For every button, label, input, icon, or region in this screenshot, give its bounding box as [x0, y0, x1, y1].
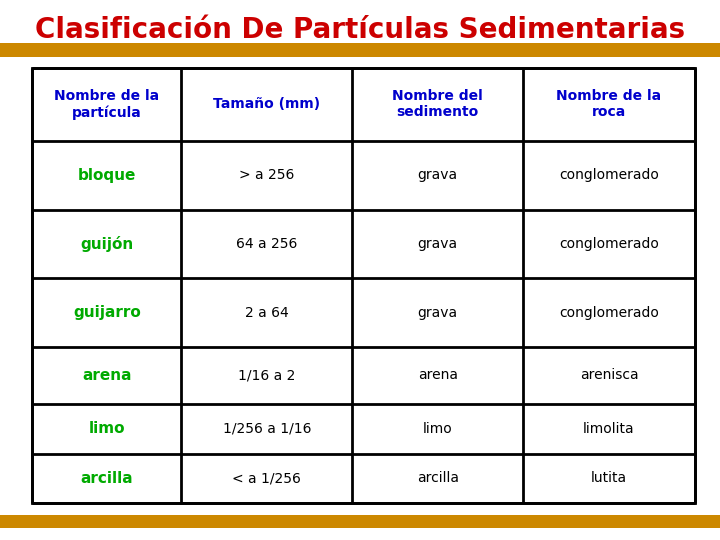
Text: 2 a 64: 2 a 64 [245, 306, 289, 320]
Bar [0, 43, 720, 57]
Text: 64 a 256: 64 a 256 [236, 237, 297, 251]
Text: limo: limo [423, 422, 453, 436]
Text: arenisca: arenisca [580, 368, 639, 382]
Text: Nombre de la
partícula: Nombre de la partícula [54, 89, 160, 119]
Text: grava: grava [418, 306, 458, 320]
Text: grava: grava [418, 168, 458, 183]
Bar [32, 68, 695, 503]
Text: Nombre de la
roca: Nombre de la roca [557, 89, 662, 119]
Text: limo: limo [89, 421, 125, 436]
Text: arena: arena [418, 368, 458, 382]
Text: Nombre del
sedimento: Nombre del sedimento [392, 89, 483, 119]
Text: Tamaño (mm): Tamaño (mm) [213, 97, 320, 111]
Text: arena: arena [82, 368, 132, 383]
Text: arcilla: arcilla [417, 471, 459, 485]
Text: conglomerado: conglomerado [559, 306, 659, 320]
Text: arcilla: arcilla [81, 471, 133, 486]
Text: Clasificación De Partículas Sedimentarias: Clasificación De Partículas Sedimentaria… [35, 16, 685, 44]
Text: 1/256 a 1/16: 1/256 a 1/16 [222, 422, 311, 436]
Text: conglomerado: conglomerado [559, 168, 659, 183]
Text: limolita: limolita [583, 422, 635, 436]
Text: guijarro: guijarro [73, 305, 141, 320]
Text: guijón: guijón [81, 236, 133, 252]
Bar [0, 515, 720, 528]
Text: grava: grava [418, 237, 458, 251]
Text: 1/16 a 2: 1/16 a 2 [238, 368, 296, 382]
Text: < a 1/256: < a 1/256 [233, 471, 302, 485]
Text: bloque: bloque [78, 168, 136, 183]
Text: lutita: lutita [591, 471, 627, 485]
Text: conglomerado: conglomerado [559, 237, 659, 251]
Text: > a 256: > a 256 [239, 168, 294, 183]
